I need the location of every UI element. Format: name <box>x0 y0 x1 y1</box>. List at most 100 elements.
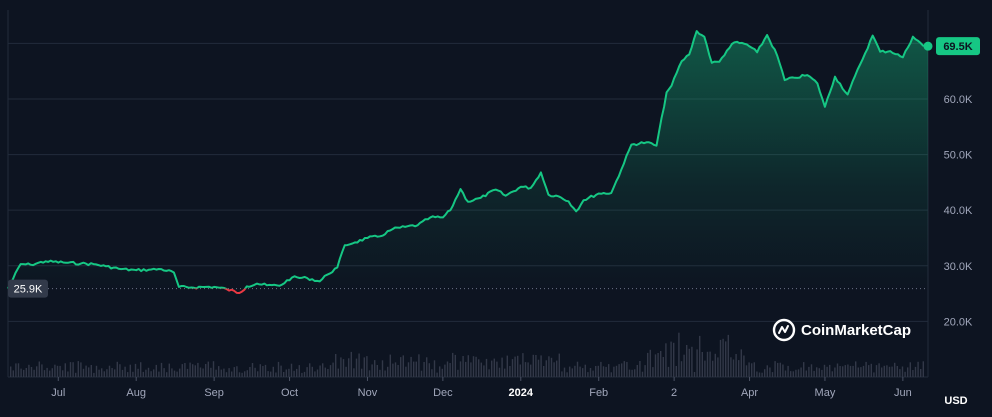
volume-bar <box>901 366 904 377</box>
volume-bar <box>155 364 157 377</box>
volume-bar <box>33 369 35 377</box>
volume-bar <box>628 369 631 377</box>
volume-bar <box>797 369 800 377</box>
volume-bar <box>137 368 139 377</box>
volume-bar <box>189 362 191 377</box>
volume-bar <box>764 369 766 377</box>
volume-bar <box>405 366 407 377</box>
volume-bar <box>849 365 852 377</box>
volume-bar <box>839 366 841 377</box>
volume-bar <box>158 371 160 377</box>
volume-bar <box>855 361 857 377</box>
volume-bar <box>823 364 826 377</box>
volume-bar <box>433 360 436 377</box>
volume-bar <box>358 353 360 377</box>
volume-bar <box>545 360 547 377</box>
volume-bar <box>761 372 763 377</box>
volume-bar <box>610 372 612 377</box>
volume-bar <box>363 357 365 377</box>
volume-bar <box>376 365 378 377</box>
volume-bar <box>912 370 914 377</box>
volume-bar <box>896 366 898 377</box>
volume-bar <box>756 371 758 377</box>
volume-bar <box>738 360 740 377</box>
volume-bar <box>257 371 259 377</box>
volume-bar <box>381 360 384 377</box>
volume-bar <box>883 365 885 377</box>
volume-bar <box>654 354 657 377</box>
volume-bar <box>535 355 537 377</box>
volume-bar <box>179 368 181 377</box>
y-axis: 20.0K 30.0K 40.0K 50.0K 60.0K <box>944 94 973 328</box>
volume-bar <box>709 351 711 377</box>
volume-bar <box>496 361 498 377</box>
volume-bar <box>888 366 891 377</box>
volume-bar <box>831 371 833 377</box>
volume-bar <box>428 363 430 377</box>
volume-bar <box>124 366 126 377</box>
brand-watermark: CoinMarketCap <box>772 318 911 342</box>
volume-bar <box>834 367 836 377</box>
volume-bar <box>218 366 220 377</box>
volume-bar <box>462 356 464 377</box>
volume-bar <box>636 365 638 377</box>
volume-bar <box>582 368 584 377</box>
volume-bar <box>119 364 121 377</box>
volume-bar <box>680 361 683 377</box>
x-tick-label: Oct <box>281 387 298 399</box>
volume-bar <box>449 363 451 377</box>
volume-bar <box>589 368 592 377</box>
volume-bar <box>93 372 95 377</box>
volume-bar <box>506 355 508 377</box>
volume-bar <box>699 335 701 377</box>
volume-bar <box>904 371 906 377</box>
volume-bar <box>743 355 745 377</box>
volume-bar <box>576 361 579 377</box>
volume-bar <box>673 342 675 377</box>
price-area-fill <box>8 31 928 293</box>
volume-bar <box>452 352 454 377</box>
volume-bar <box>777 362 779 377</box>
volume-bar <box>15 363 17 377</box>
volume-bar <box>649 349 651 377</box>
volume-bar <box>20 368 22 377</box>
volume-bar <box>483 365 485 377</box>
volume-bar <box>197 362 199 377</box>
volume-bar <box>745 365 748 377</box>
volume-bar <box>842 366 844 377</box>
volume-bar <box>886 365 888 377</box>
coinmarketcap-logo-icon <box>772 318 796 342</box>
volume-bar <box>493 358 495 377</box>
volume-bar <box>818 368 820 377</box>
x-tick-label: Feb <box>589 387 608 399</box>
volume-bar <box>485 358 488 377</box>
volume-bar <box>62 370 64 377</box>
y-tick-label: 30.0K <box>944 261 973 273</box>
volume-bar <box>441 368 443 377</box>
volume-bar <box>23 369 25 377</box>
y-tick-label: 60.0K <box>944 94 973 106</box>
volume-bar <box>285 369 287 377</box>
volume-bar <box>38 361 40 377</box>
volume-bar <box>264 364 267 377</box>
volume-bar <box>348 358 350 377</box>
volume-bar <box>181 364 183 377</box>
volume-bar <box>254 367 256 377</box>
volume-bar <box>389 354 391 377</box>
volume-bar <box>498 367 501 377</box>
price-line-above-baseline <box>7 30 929 289</box>
volume-bar <box>826 366 828 377</box>
volume-bar <box>717 357 719 377</box>
volume-bar <box>231 371 233 377</box>
volume-bar <box>517 355 519 377</box>
volume-bar <box>922 361 924 377</box>
volume-bar <box>296 368 298 377</box>
volume-bar <box>665 343 667 377</box>
volume-bar <box>374 360 376 377</box>
volume-bar <box>241 372 243 377</box>
x-tick-label: Dec <box>433 387 453 399</box>
volume-bar <box>712 360 714 377</box>
volume-bar <box>732 359 735 377</box>
volume-bar <box>140 362 142 377</box>
